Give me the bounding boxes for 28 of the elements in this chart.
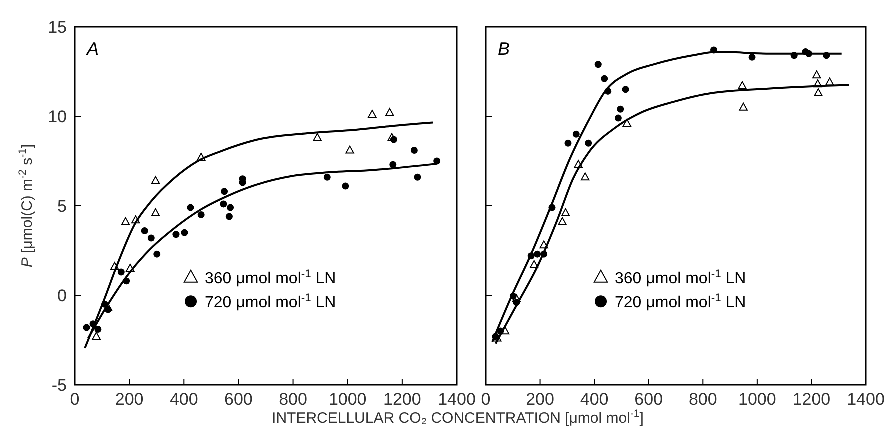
legend-label: 720 μmol mol$^{-1}$ LN <box>615 292 746 312</box>
x-tick-label: 1400 <box>438 390 476 409</box>
x-tick-label: 600 <box>224 390 253 409</box>
y-tick-label: -5 <box>52 376 67 395</box>
legend-label: 720 μmol mol$^{-1}$ LN <box>205 292 336 312</box>
y-tick-label: 10 <box>48 108 67 126</box>
y-tick-label: 5 <box>58 197 67 216</box>
x-tick-label: 0 <box>481 390 491 409</box>
x-tick-label: 1200 <box>384 390 422 409</box>
x-tick-label: 800 <box>279 390 308 409</box>
x-tick-label: 400 <box>580 390 609 409</box>
x-tick-label: 1400 <box>847 390 885 409</box>
x-tick-label: 200 <box>115 390 144 409</box>
x-tick-label: 1000 <box>328 390 367 409</box>
x-tick-label: 400 <box>170 390 198 409</box>
x-tick-label: 1200 <box>792 390 831 409</box>
annotation: B <box>498 39 510 59</box>
x-tick-label: 200 <box>526 390 554 409</box>
x-axis-title: INTERCELLULAR CO₂ CONCENTRATION [μmol mol$^{-1}$] <box>272 408 644 427</box>
legend-label: 360 μmol mol$^{-1}$ LN <box>205 268 336 288</box>
annotation: A <box>86 39 100 59</box>
x-tick-label: 0 <box>70 390 80 409</box>
y-tick-label: 0 <box>58 286 67 306</box>
x-tick-label: 1000 <box>738 390 776 409</box>
x-tick-label: 600 <box>634 390 664 409</box>
legend-label: 360 μmol mol$^{-1}$ LN <box>615 268 746 288</box>
y-tick-label: 15 <box>48 18 67 37</box>
x-tick-label: 800 <box>688 390 718 409</box>
